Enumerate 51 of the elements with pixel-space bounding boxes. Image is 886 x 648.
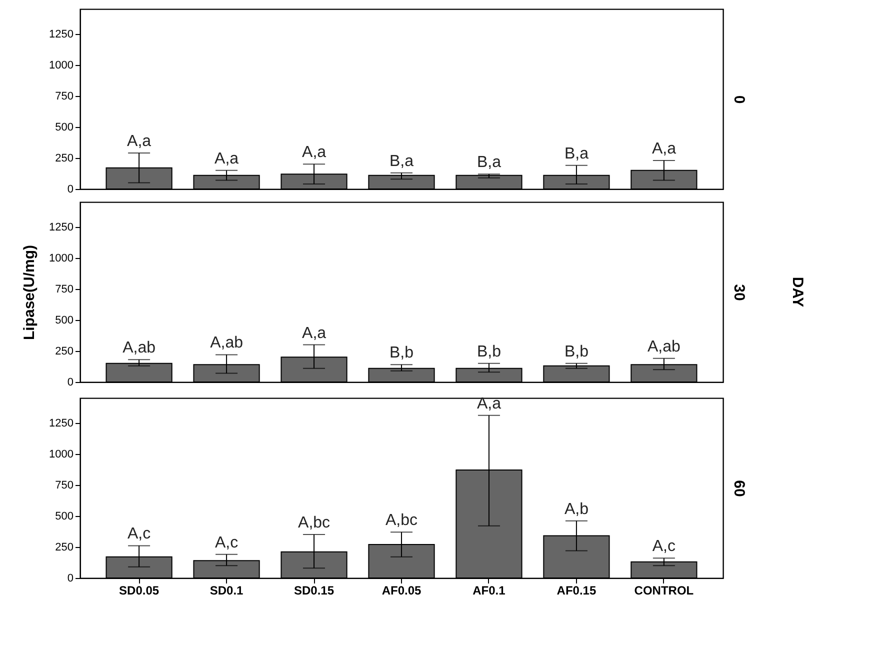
y2-axis-title: 30 <box>730 284 748 301</box>
y-tick-label: 1000 <box>49 59 74 72</box>
annotation: A,a <box>214 150 239 168</box>
y-tick-label: 1000 <box>49 252 74 264</box>
x-tick-label: AF0.05 <box>382 584 422 598</box>
annotation: A,a <box>652 140 676 158</box>
annotation: A,bc <box>385 512 418 530</box>
annotation: B,b <box>476 343 502 360</box>
annotation: A,c <box>652 538 676 556</box>
x-tick-label: SD0.05 <box>119 584 160 598</box>
annotation: A,a <box>476 395 502 412</box>
x-tick-label: AF0.15 <box>556 584 596 598</box>
y-tick-label: 250 <box>55 541 74 554</box>
x-tick-label: CONTROL <box>634 584 694 598</box>
y-tick-label: 0 <box>67 184 74 196</box>
annotation: A,ab <box>647 338 681 356</box>
annotation: B,a <box>476 154 502 172</box>
x-tick-label: AF0.1 <box>472 584 506 598</box>
annotation: A,ab <box>210 334 244 352</box>
y-tick-label: 500 <box>55 121 74 134</box>
x-tick-label: SD0.1 <box>210 584 244 598</box>
annotation: B,b <box>564 343 589 360</box>
y-tick-label: 750 <box>55 90 74 102</box>
annotation: B,a <box>389 152 414 170</box>
y-axis-title: Lipase(U/mg) <box>21 244 38 340</box>
y-tick-label: 0 <box>67 572 74 584</box>
y-tick-label: 500 <box>55 510 74 522</box>
annotation: A,b <box>564 500 589 518</box>
y2-axis-title: 60 <box>730 480 748 497</box>
y-tick-label: 1250 <box>49 417 74 430</box>
y-tick-label: 250 <box>55 152 74 164</box>
annotation: A,c <box>214 534 238 552</box>
annotation: A,c <box>127 526 151 543</box>
y2-axis-title: 0 <box>730 95 748 104</box>
annotation: A,a <box>127 133 152 150</box>
y-tick-label: 250 <box>55 345 74 358</box>
y-tick-label: 1000 <box>49 448 74 460</box>
annotation: A,a <box>302 324 326 342</box>
y-tick-label: 1250 <box>49 28 74 40</box>
y-tick-label: 750 <box>55 479 74 492</box>
annotation: A,a <box>302 144 326 162</box>
annotation: A,bc <box>298 514 330 532</box>
annotation: A,ab <box>122 340 156 357</box>
y-tick-label: 0 <box>67 376 74 388</box>
y-tick-label: 750 <box>55 283 74 296</box>
text: DAY <box>789 276 806 308</box>
annotation: B,a <box>564 145 589 162</box>
x-tick-label: SD0.15 <box>294 584 334 598</box>
annotation: B,b <box>389 344 414 362</box>
y-tick-label: 1250 <box>49 221 74 234</box>
y-tick-label: 500 <box>55 314 74 326</box>
